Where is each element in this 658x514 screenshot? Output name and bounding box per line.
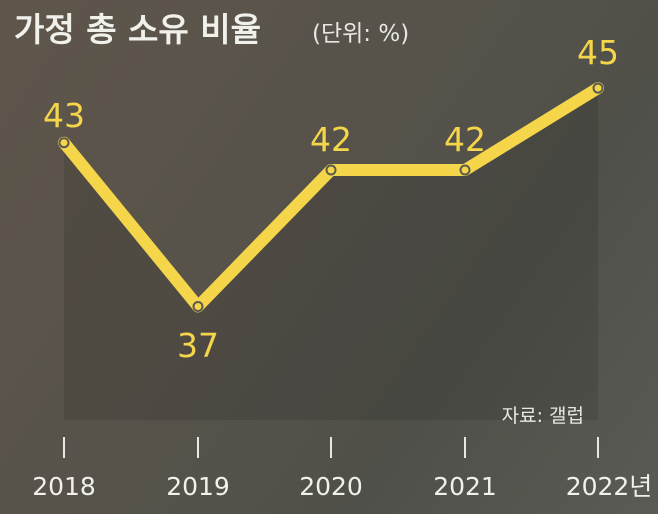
x-tick-label-4: 2022년 bbox=[566, 472, 653, 501]
x-tick-label-0: 2018 bbox=[32, 472, 96, 501]
data-markers bbox=[58, 82, 604, 312]
data-point-1 bbox=[192, 301, 204, 312]
data-labels: 43 37 42 42 45 bbox=[43, 33, 619, 365]
data-point-4 bbox=[592, 82, 604, 94]
data-point-2 bbox=[325, 164, 337, 176]
data-label-1: 37 bbox=[177, 326, 219, 365]
data-point-0 bbox=[58, 137, 70, 149]
data-label-3: 42 bbox=[444, 120, 486, 159]
x-tick-label-2: 2020 bbox=[299, 472, 363, 501]
chart-unit-note: (단위: %) bbox=[312, 21, 409, 47]
data-label-0: 43 bbox=[43, 96, 85, 135]
data-point-3 bbox=[459, 164, 471, 176]
data-label-4: 45 bbox=[577, 33, 619, 72]
x-tick-label-1: 2019 bbox=[166, 472, 230, 501]
x-axis-ticks bbox=[63, 437, 599, 458]
x-tick-label-3: 2021 bbox=[433, 472, 497, 501]
source-note: 자료: 갤럽 bbox=[502, 405, 584, 427]
chart-title: 가정 총 소유 비율 bbox=[14, 10, 261, 49]
data-label-2: 42 bbox=[310, 120, 352, 159]
x-axis-labels: 2018 2019 2020 2021 2022년 bbox=[32, 472, 652, 501]
